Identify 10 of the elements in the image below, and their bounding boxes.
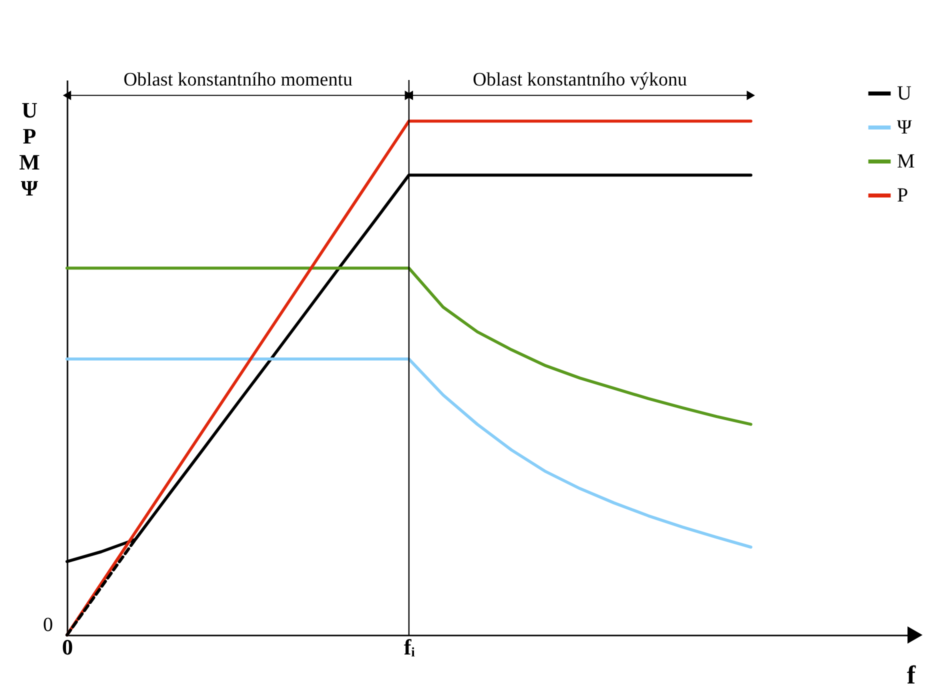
legend-label: Ψ xyxy=(897,116,912,138)
text: Oblast konstantního momentu xyxy=(123,69,353,90)
text: Oblast konstantního výkonu xyxy=(472,69,688,90)
x-axis-title: f xyxy=(906,660,916,690)
legend-label: P xyxy=(897,184,908,206)
x-tick-label: fᵢ xyxy=(404,634,416,660)
legend-label: M xyxy=(897,150,915,172)
annotation: 0 xyxy=(43,614,53,636)
y-axis-title: U P M Ψ xyxy=(19,98,40,200)
legend-label: U xyxy=(897,82,912,104)
